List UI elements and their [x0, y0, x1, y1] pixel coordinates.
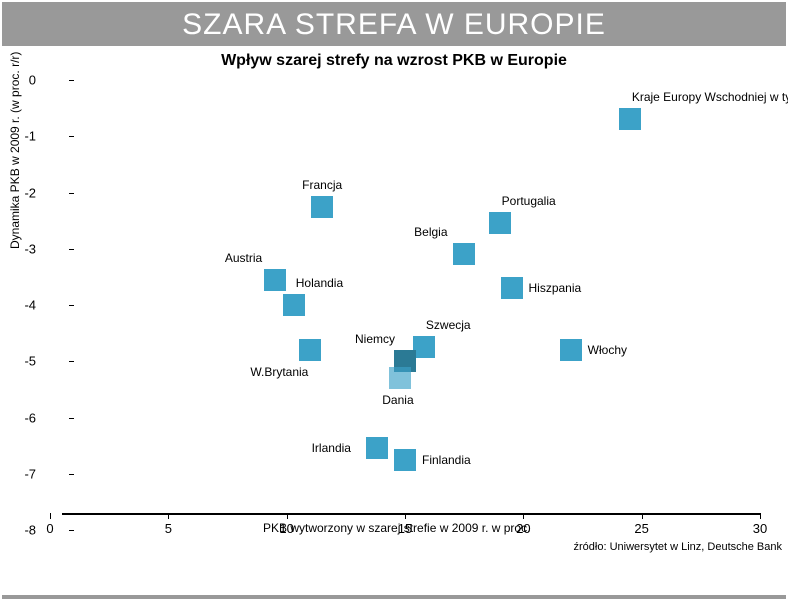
- x-tick-label: 30: [753, 521, 767, 536]
- y-tick-label: 0: [6, 73, 36, 88]
- scatter-label: Hiszpania: [529, 281, 582, 295]
- y-tick-mark: [69, 418, 74, 419]
- y-tick-label: -2: [6, 185, 36, 200]
- chart-area: Kraje Europy Wschodniej w tym Polska Fran…: [0, 72, 788, 572]
- y-tick-label: -4: [6, 298, 36, 313]
- scatter-marker: [389, 367, 411, 389]
- scatter-label: W.Brytania: [250, 365, 308, 379]
- scatter-marker: [453, 243, 475, 265]
- scatter-marker: [560, 339, 582, 361]
- scatter-label: Francja: [302, 178, 342, 192]
- scatter-marker: [501, 277, 523, 299]
- y-tick-label: -1: [6, 129, 36, 144]
- chart-title-bar: SZARA STREFA W EUROPIE: [2, 2, 786, 46]
- x-axis-line: [62, 513, 760, 515]
- bottom-border: [2, 595, 786, 599]
- y-tick-label: -3: [6, 241, 36, 256]
- y-tick-mark: [69, 193, 74, 194]
- chart-subtitle: Wpływ szarej strefy na wzrost PKB w Euro…: [0, 46, 788, 70]
- scatter-label: Austria: [225, 251, 262, 265]
- y-tick-mark: [69, 361, 74, 362]
- scatter-marker: [489, 212, 511, 234]
- x-tick-label: 20: [516, 521, 530, 536]
- y-tick-label: -8: [6, 523, 36, 538]
- y-tick-mark: [69, 80, 74, 81]
- scatter-label: Belgia: [414, 225, 447, 239]
- y-tick-mark: [69, 530, 74, 531]
- y-tick-mark: [69, 249, 74, 250]
- chart-source: źródło: Uniwersytet w Linz, Deutsche Ban…: [574, 541, 782, 553]
- scatter-label: Włochy: [588, 343, 627, 357]
- scatter-label: Holandia: [296, 276, 343, 290]
- scatter-marker: [619, 108, 641, 130]
- scatter-label: Kraje Europy Wschodniej w tym Polska: [632, 90, 788, 104]
- scatter-marker: [394, 449, 416, 471]
- scatter-marker: [366, 437, 388, 459]
- scatter-marker: [311, 196, 333, 218]
- x-tick-label: 10: [279, 521, 293, 536]
- x-tick-mark: [50, 513, 51, 519]
- y-tick-mark: [69, 136, 74, 137]
- y-tick-label: -6: [6, 410, 36, 425]
- x-tick-mark: [760, 513, 761, 519]
- x-tick-label: 0: [46, 521, 53, 536]
- x-tick-label: 25: [634, 521, 648, 536]
- scatter-label: Portugalia: [502, 194, 556, 208]
- y-tick-mark: [69, 474, 74, 475]
- y-tick-label: -7: [6, 466, 36, 481]
- x-axis-label: PKB wytworzony w szarej strefie w 2009 r…: [263, 521, 530, 535]
- x-tick-label: 15: [398, 521, 412, 536]
- scatter-label: Szwecja: [426, 318, 471, 332]
- y-tick-mark: [69, 305, 74, 306]
- scatter-marker: [299, 339, 321, 361]
- scatter-marker: [264, 269, 286, 291]
- scatter-label: Irlandia: [312, 441, 351, 455]
- scatter-label: Dania: [382, 393, 413, 407]
- scatter-marker: [413, 336, 435, 358]
- scatter-marker: [283, 294, 305, 316]
- plot-area: Kraje Europy Wschodniej w tym PolskaFran…: [50, 80, 760, 530]
- x-tick-label: 5: [165, 521, 172, 536]
- scatter-label: Finlandia: [422, 453, 471, 467]
- y-tick-label: -5: [6, 354, 36, 369]
- scatter-label: Niemcy: [355, 332, 395, 346]
